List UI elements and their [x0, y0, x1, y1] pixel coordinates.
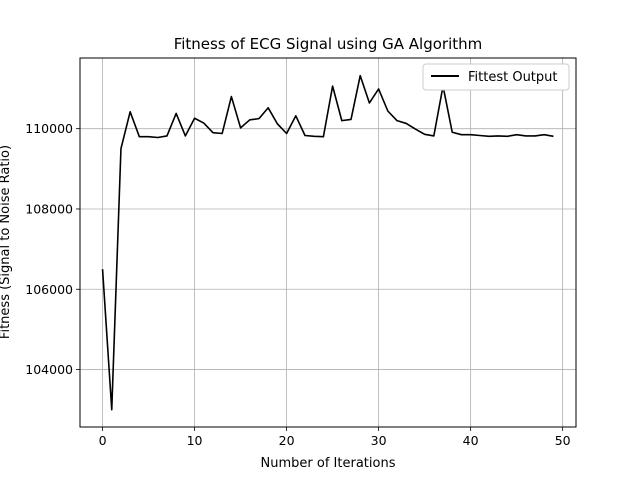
y-axis-ticks: 104000 106000 108000 110000 — [25, 121, 80, 377]
grid-lines — [80, 58, 576, 427]
x-tick-label: 0 — [99, 433, 107, 448]
x-tick-label: 10 — [187, 433, 203, 448]
x-axis-ticks: 0 10 20 30 40 50 — [99, 427, 571, 448]
x-tick-label: 40 — [463, 433, 479, 448]
plot-area-frame — [79, 57, 577, 428]
x-axis-label: Number of Iterations — [261, 456, 396, 471]
y-tick-label: 104000 — [25, 362, 73, 377]
y-tick-label: 110000 — [25, 121, 73, 136]
chart-title: Fitness of ECG Signal using GA Algorithm — [174, 35, 483, 53]
legend-box — [422, 63, 570, 91]
legend: Fittest Output — [422, 63, 570, 91]
x-tick-label: 50 — [555, 433, 571, 448]
y-tick-label: 106000 — [25, 282, 73, 297]
y-axis-label: Fitness (Signal to Noise Ratio) — [0, 145, 13, 339]
legend-label: Fittest Output — [468, 70, 558, 85]
x-tick-label: 20 — [279, 433, 295, 448]
series-layer — [101, 74, 554, 411]
series-line-fittest-output — [101, 74, 554, 411]
x-tick-label: 30 — [371, 433, 387, 448]
y-tick-label: 108000 — [25, 201, 73, 216]
